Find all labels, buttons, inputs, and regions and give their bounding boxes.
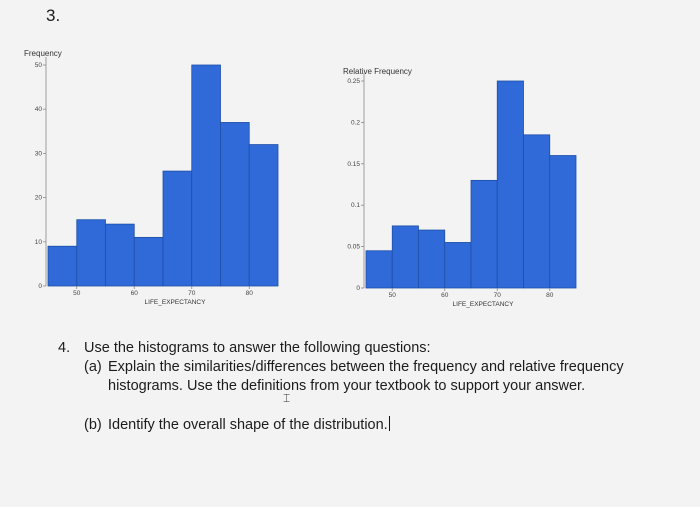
x-tick-label: 50 [389,292,397,299]
y-tick-label: 20 [35,195,43,202]
part-a-label: (a) [84,359,102,375]
y-tick-label: 10 [35,239,43,246]
x-tick-label: 60 [441,292,449,299]
histogram-bar [248,144,279,287]
histogram-bar [76,219,106,287]
histogram-bar [523,134,551,289]
histogram-bar [365,250,393,289]
y-tick-label: 50 [35,62,43,69]
problem-number: 3. [46,6,61,25]
y-tick-label: 30 [35,150,43,157]
y-axis-title: Relative Frequency [343,67,412,76]
y-tick-label: 40 [35,106,43,113]
y-tick-label: 0.1 [351,202,360,209]
x-tick-label: 70 [494,292,502,299]
y-tick-label: 0.25 [347,78,360,85]
part-b-label: (b) [84,417,102,433]
part-b-text: Identify the overall shape of the distri… [108,417,388,433]
x-tick-label: 50 [73,290,81,297]
relative-frequency-histogram: Relative Frequency 0 0.05 0.1 0.15 0.2 0.25 50 6… [343,67,577,308]
histogram-bar [470,179,498,289]
text-cursor [388,416,390,431]
y-tick-label: 0.15 [347,161,360,168]
y-axis-title: Frequency [24,49,62,58]
y-tick-label: 0.05 [347,244,360,251]
histogram-bar [191,64,221,287]
histogram-bar [418,229,446,289]
histogram-bar [162,170,193,287]
part-b[interactable]: (b) Identify the overall shape of the dis… [84,416,390,435]
histogram-bar [391,225,419,289]
histogram-bar [220,122,250,287]
x-tick-label: 60 [131,290,139,297]
histograms: Frequency 0 10 20 30 40 50 50 60 70 80 LIFE_EXPECTA… [24,49,577,308]
histogram-bar [133,236,164,287]
histogram-bar [105,223,135,287]
y-tick-label: 0 [38,283,42,290]
histogram-bar [47,245,78,287]
x-axis-title: LIFE_EXPECTANCY [453,301,515,308]
x-axis-title: LIFE_EXPECTANCY [145,299,207,306]
x-tick-label: 80 [546,292,554,299]
frequency-histogram: Frequency 0 10 20 30 40 50 50 60 70 80 LIFE_EXPECTA… [24,49,279,306]
histogram-bar [549,155,577,289]
y-tick-label: 0.2 [351,119,360,126]
question-number: 4. [58,340,71,356]
question-intro-row: 4. Use the histograms to answer the follo… [58,339,431,358]
y-tick-label: 0 [356,285,360,292]
part-a-line1: Explain the similarities/differences bet… [108,359,624,375]
ibeam-cursor-icon: ⌶ [283,391,291,405]
x-tick-label: 70 [188,290,196,297]
question-intro: Use the histograms to answer the followi… [84,340,431,356]
x-tick-label: 80 [246,290,254,297]
histogram-bar [444,242,472,289]
histogram-bar [496,80,524,289]
part-a-line2: histograms. Use the definitions from you… [108,378,586,394]
